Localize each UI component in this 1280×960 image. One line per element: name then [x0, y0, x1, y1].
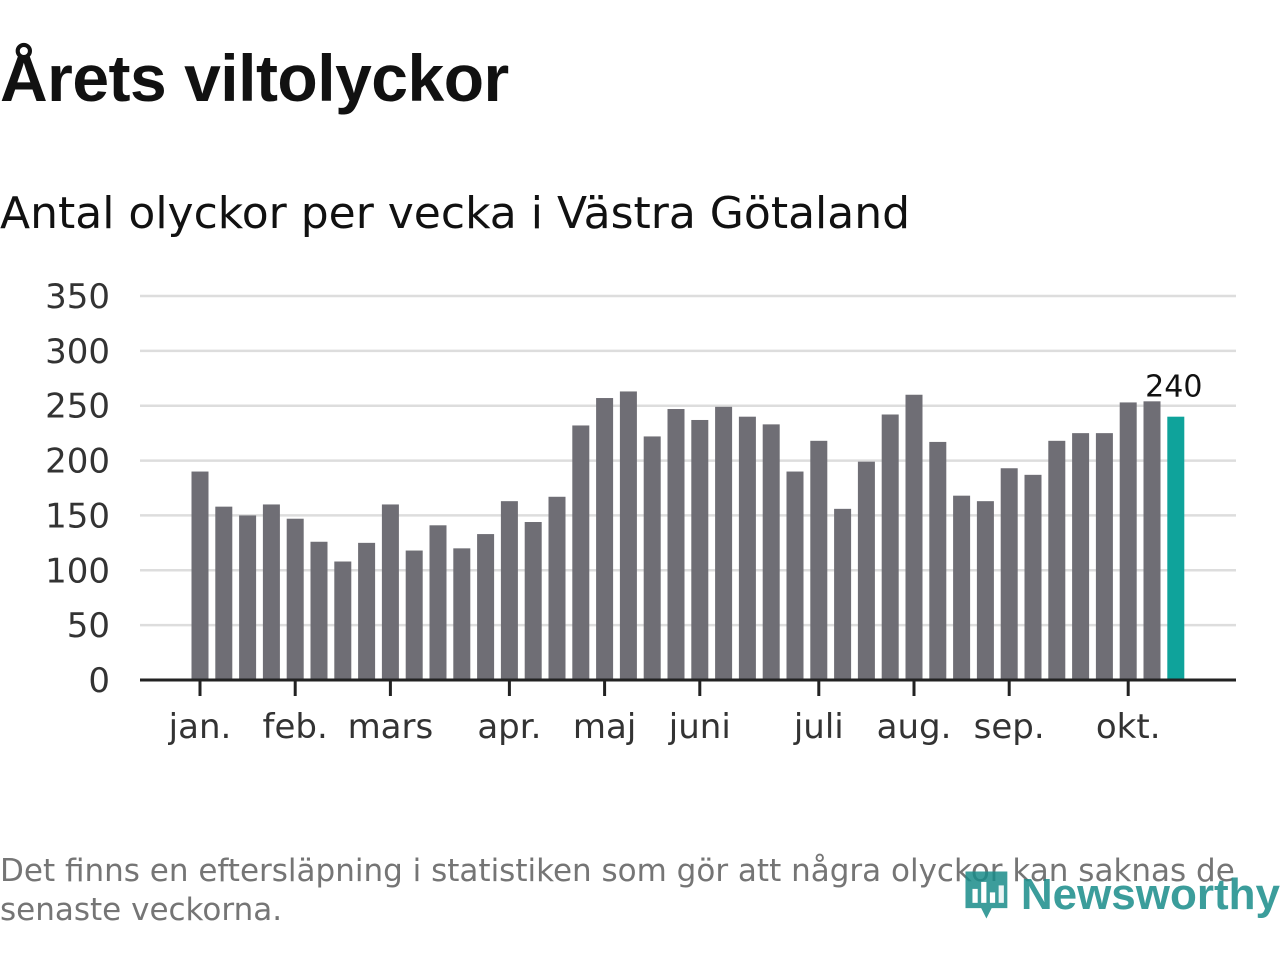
newsworthy-chart-icon — [965, 871, 1008, 919]
bar — [786, 471, 804, 680]
bar — [905, 394, 923, 680]
y-tick-label: 0 — [88, 661, 110, 701]
bar — [1000, 468, 1018, 680]
bar — [762, 424, 780, 680]
x-tick-label: sep. — [974, 707, 1045, 747]
x-tick-label: maj — [573, 707, 636, 747]
y-tick-label: 300 — [45, 332, 110, 372]
bar — [881, 414, 899, 680]
bar — [477, 534, 495, 680]
bar — [262, 504, 280, 680]
bar — [738, 416, 756, 680]
bar-chart: 0 50 100 150 200 250 300 350 jan. feb. mars apr. ma… — [45, 277, 1236, 747]
bar — [1048, 440, 1066, 680]
x-tick-label: apr. — [477, 707, 541, 747]
y-tick-label: 350 — [45, 277, 110, 317]
x-tick-label: okt. — [1096, 707, 1161, 747]
y-tick-label: 200 — [45, 442, 110, 482]
bar — [405, 550, 423, 680]
x-axis: jan. feb. mars apr. maj juni juli aug. sep. okt. — [140, 678, 1236, 747]
gridlines — [140, 294, 1236, 627]
bar — [619, 391, 637, 680]
bar — [381, 504, 399, 680]
y-tick-label: 100 — [45, 551, 110, 591]
bar — [548, 496, 566, 680]
x-tick-label: mars — [348, 707, 434, 747]
bar — [524, 522, 542, 680]
bar — [500, 501, 518, 680]
bar — [239, 515, 257, 680]
bar — [857, 461, 875, 680]
bar — [953, 495, 971, 680]
chart-title: Årets viltolyckor — [0, 41, 509, 115]
newsworthy-logo[interactable]: Newsworthy — [962, 860, 1280, 930]
bar — [715, 406, 733, 680]
y-axis-ticks: 0 50 100 150 200 250 300 350 — [45, 277, 110, 701]
bar — [453, 548, 471, 680]
x-tick-label: jan. — [168, 707, 232, 747]
bar — [1119, 402, 1137, 680]
data-labels: 240 — [1145, 370, 1202, 405]
bar — [429, 525, 447, 680]
bar — [191, 471, 209, 680]
y-tick-label: 150 — [45, 496, 110, 536]
bar — [286, 518, 304, 680]
bar — [358, 542, 376, 680]
x-tick-label: juli — [793, 707, 844, 747]
bar — [1143, 401, 1161, 680]
bar — [596, 398, 614, 680]
footnote-line-2: senaste veckorna. — [0, 892, 283, 928]
bar — [810, 440, 828, 680]
data-label-highlight: 240 — [1145, 370, 1202, 405]
footnote-line-1: Det finns en eftersläpning i statistiken… — [0, 853, 1235, 889]
chart-subtitle: Antal olyckor per vecka i Västra Götalan… — [0, 188, 911, 239]
bar — [691, 419, 709, 680]
bar — [643, 436, 661, 680]
bars — [191, 391, 1185, 680]
bar — [929, 441, 947, 680]
bar — [215, 506, 233, 680]
logo-text: Newsworthy — [1020, 870, 1280, 919]
bar — [310, 541, 328, 680]
bar — [976, 501, 994, 680]
x-tick-label: juni — [668, 707, 731, 747]
bar — [1095, 433, 1113, 680]
bar — [334, 561, 352, 680]
y-tick-label: 50 — [67, 606, 110, 646]
bar — [572, 425, 590, 680]
bar — [667, 409, 685, 680]
x-tick-label: aug. — [877, 707, 952, 747]
bar — [1024, 474, 1042, 680]
bar-highlight — [1167, 416, 1185, 680]
y-tick-label: 250 — [45, 387, 110, 427]
bar — [834, 508, 852, 680]
footnote: Det finns en eftersläpning i statistiken… — [0, 852, 1275, 930]
x-tick-label: feb. — [263, 707, 328, 747]
bar — [1072, 433, 1090, 680]
